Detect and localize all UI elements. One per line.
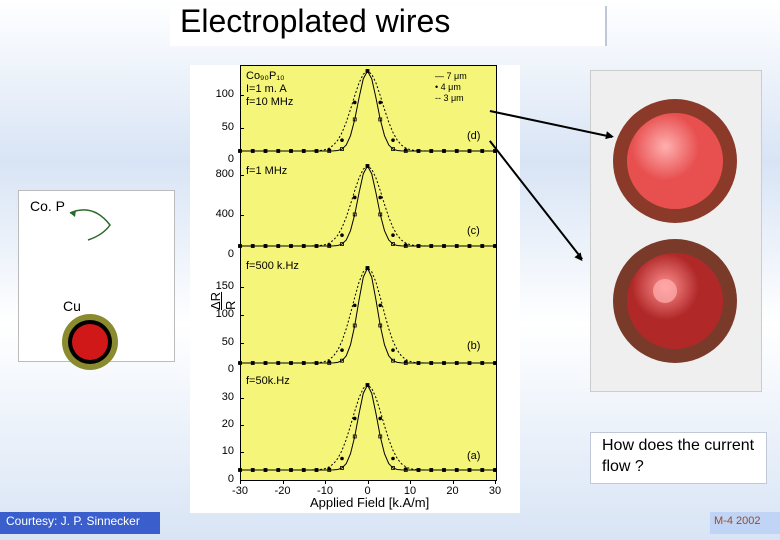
question-text: How does the current flow ? — [602, 436, 780, 478]
arrowhead-1 — [605, 131, 614, 140]
arrow-cop — [68, 205, 118, 245]
x-axis-title: Applied Field [k.A/m] — [310, 495, 429, 510]
wire-render-box — [590, 70, 762, 392]
courtesy-text: Courtesy: J. P. Sinnecker — [6, 514, 140, 528]
panel-(b) — [240, 255, 497, 371]
page-title: Electroplated wires — [180, 3, 450, 40]
conference-text: M-4 2002 — [714, 515, 760, 527]
impedance-chart: 050100Co₉₀P₁₀I=1 m. Af=10 MHz(d)0400800f… — [190, 65, 520, 513]
wire-cross-section-small — [60, 312, 120, 372]
wire-renders — [591, 71, 761, 391]
arrowhead-2 — [574, 252, 585, 263]
label-cop: Co. P — [30, 198, 65, 214]
